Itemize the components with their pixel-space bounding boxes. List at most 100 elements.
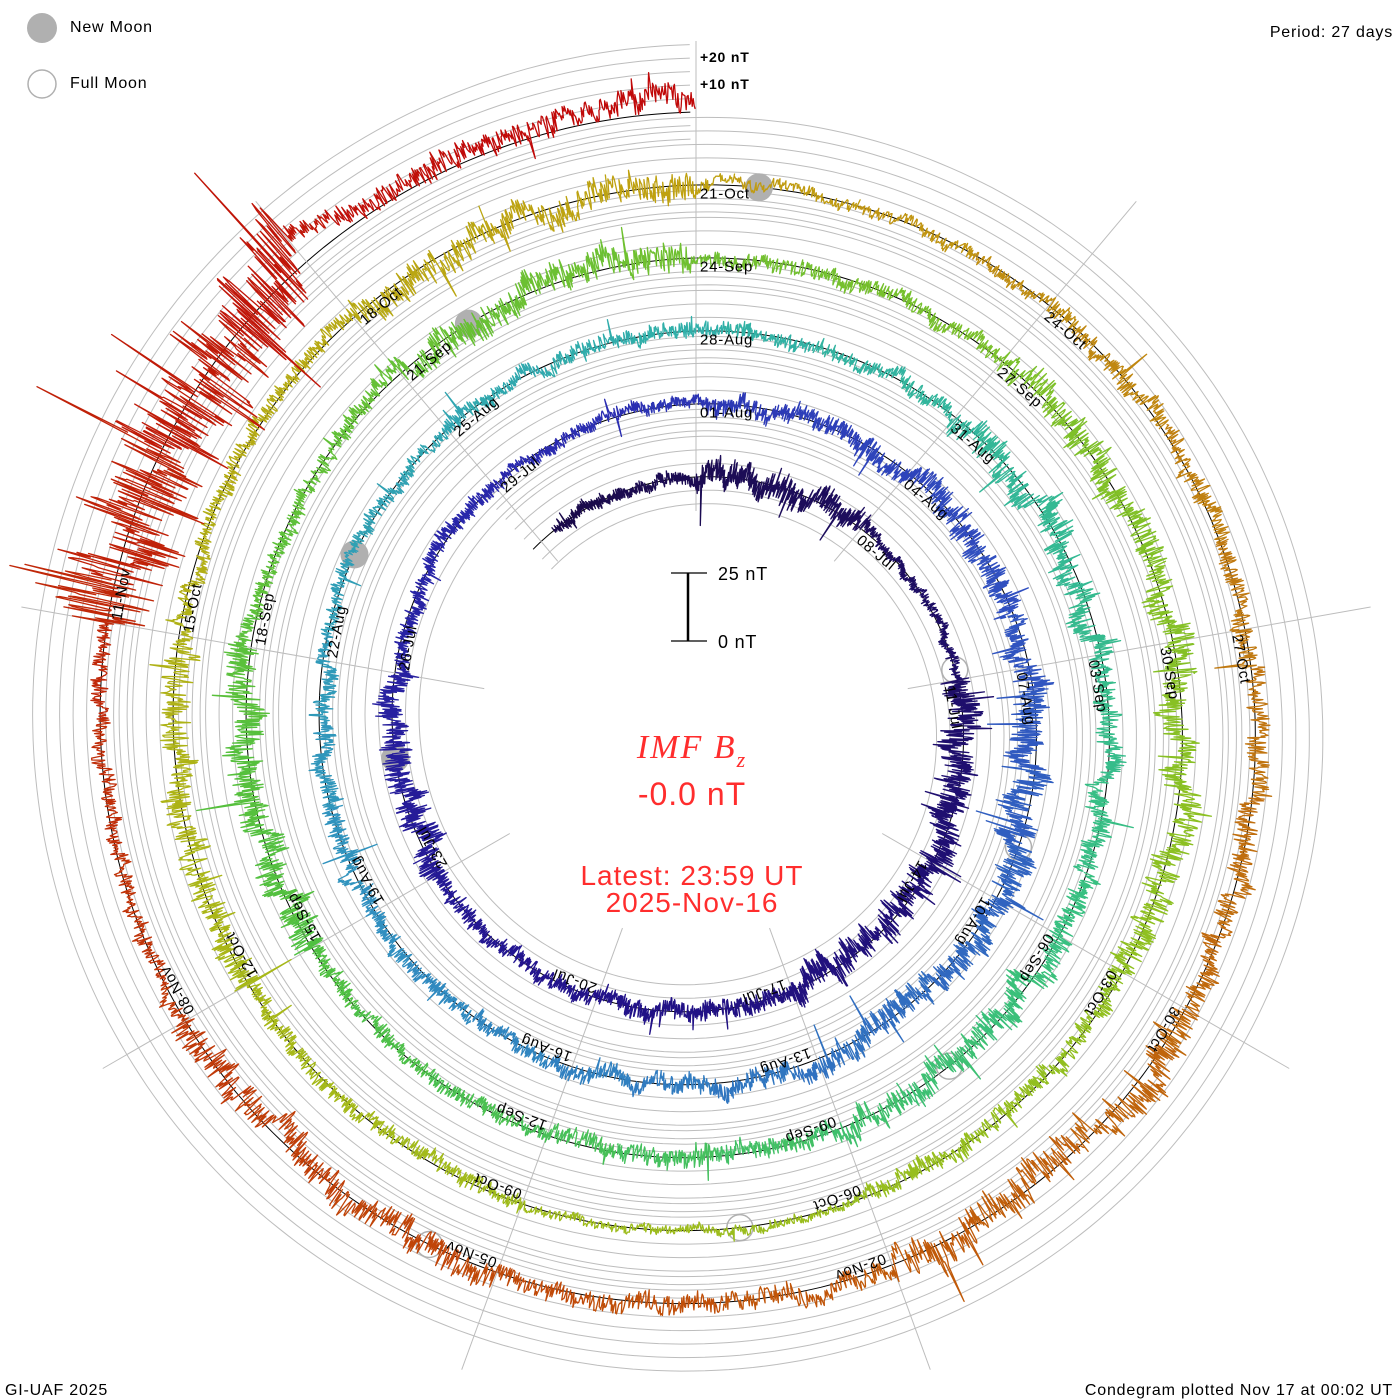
bz-trace-day-segment (242, 824, 315, 929)
bz-trace-day-segment (631, 315, 725, 349)
bz-trace-day-segment (819, 493, 882, 541)
date-label: 21-Oct (700, 185, 750, 202)
bz-trace-day-segment (1041, 871, 1101, 968)
bz-trace-day-segment (451, 1256, 589, 1309)
bz-trace-day-segment (385, 1124, 492, 1194)
bz-trace-day-segment (454, 101, 598, 163)
bz-trace-day-segment (587, 1289, 724, 1317)
bz-trace-day-segment (308, 721, 344, 809)
bz-trace-day-segment (572, 983, 644, 1019)
bz-trace-day-segment (834, 1151, 944, 1212)
bz-trace-day-segment (712, 1061, 797, 1104)
bz-trace-day-segment (518, 952, 579, 1003)
bz-trace-day-segment (1141, 788, 1213, 906)
bz-trace-day-segment (402, 960, 472, 1025)
bz-trace-day-segment (641, 996, 711, 1035)
latest-date: 2025-Nov-16 (606, 887, 779, 918)
date-label: 24-Sep (700, 258, 753, 275)
bz-trace-day-segment (417, 517, 464, 586)
date-label: 27-Sep (994, 364, 1046, 411)
gridlines (32, 44, 1324, 1372)
bz-trace-day-segment (178, 482, 235, 600)
date-label: 26-Jul (396, 624, 421, 672)
chart-title: IMF Bz (636, 729, 747, 772)
bz-trace-day-segment (158, 984, 254, 1105)
bz-trace-day-segment (853, 437, 937, 490)
bz-trace-day-segment (223, 374, 297, 488)
bz-trace-day-segment (619, 226, 729, 281)
bz-trace-day-segment (975, 765, 1054, 853)
bz-trace-day-segment (655, 459, 715, 527)
bz-trace-day-segment (234, 1089, 346, 1207)
bz-trace-day-segment (733, 175, 861, 212)
bz-trace-day-segment (877, 872, 936, 944)
bz-trace-day-segment (110, 319, 269, 470)
gridline-plus25nT (32, 44, 1324, 1372)
bz-trace-day-segment (351, 1003, 435, 1078)
bz-trace-day-segment (642, 393, 719, 420)
bz-trace-day-segment (36, 386, 205, 587)
bz-trace-day-segment (727, 253, 838, 286)
bz-trace-day-segment (551, 496, 604, 533)
bz-trace-day-segment (813, 1089, 909, 1148)
bz-trace-day-segment (217, 953, 304, 1056)
bz-trace-day-segment (378, 721, 416, 794)
new-moon-legend-label: New Moon (70, 19, 153, 36)
radial-spoke (461, 927, 623, 1370)
bz-trace-day-segment (1037, 491, 1093, 596)
bz-trace-day-segment (349, 472, 410, 550)
bz-trace-day-segment (381, 205, 493, 307)
bz-trace-day-segment (544, 1055, 631, 1088)
period-label: Period: 27 days (1270, 24, 1393, 41)
bz-trace-day-segment (812, 337, 907, 380)
footer-credit: GI-UAF 2025 (5, 1382, 108, 1399)
date-label: 22-Aug (324, 604, 350, 659)
bz-trace-day-segment (1092, 681, 1127, 780)
bz-trace-day-segment (547, 318, 634, 378)
date-label: 23-Jul (414, 823, 452, 871)
bz-trace-day-segment (178, 838, 239, 960)
bz-trace (9, 71, 1273, 1317)
bz-trace-day-segment (1027, 1000, 1114, 1092)
bz-trace-day-segment (113, 854, 169, 987)
bz-trace-day-segment (908, 814, 962, 884)
bz-trace-day-segment (402, 391, 469, 480)
bz-trace-day-segment (855, 1208, 984, 1303)
gridline-plus10nT (72, 84, 1283, 1332)
footer-plot-time: Condegram plotted Nov 17 at 00:02 UT (1085, 1382, 1393, 1399)
bz-trace-day-segment (1098, 899, 1169, 1007)
bz-trace-day-segment (791, 400, 865, 457)
gridline-minus10nT (126, 138, 1229, 1278)
bz-trace-day-segment (972, 251, 1081, 334)
bz-trace-day-segment (488, 1187, 603, 1230)
bz-trace-day-segment (418, 855, 473, 916)
legend: New Moon Full Moon (27, 13, 153, 99)
bz-trace-day-segment (160, 719, 199, 841)
bz-trace-day-segment (1070, 1038, 1180, 1153)
new-moon-marker (744, 173, 773, 202)
scale-bar: 25 nT 0 nT (671, 564, 767, 652)
bz-trace-day-segment (359, 882, 413, 967)
bz-trace-day-segment (514, 239, 621, 310)
bz-trace-day-segment (518, 1114, 617, 1165)
bz-trace-day-segment (829, 923, 893, 987)
bz-trace-day-segment (90, 718, 126, 856)
bz-trace-day-segment (295, 1049, 389, 1137)
bz-trace-day-segment (1141, 560, 1198, 675)
bz-trace-day-segment (194, 172, 329, 388)
bz-trace-day-segment (932, 696, 995, 761)
bz-trace-day-segment (717, 392, 796, 427)
bz-trace-day-segment (507, 428, 575, 472)
current-value: -0.0 nT (638, 776, 746, 812)
bz-trace-day-segment (308, 632, 340, 723)
bz-trace-day-segment (1072, 325, 1169, 430)
bz-trace-day-segment (570, 398, 646, 438)
bz-trace-day-segment (472, 1008, 550, 1069)
new-moon-legend-icon (27, 13, 57, 43)
bz-trace-day-segment (792, 1024, 871, 1085)
bz-trace-day-segment (971, 842, 1044, 928)
bz-trace-day-segment (973, 961, 1058, 1041)
bz-trace-day-segment (1164, 423, 1231, 543)
bz-trace-day-segment (607, 169, 736, 207)
